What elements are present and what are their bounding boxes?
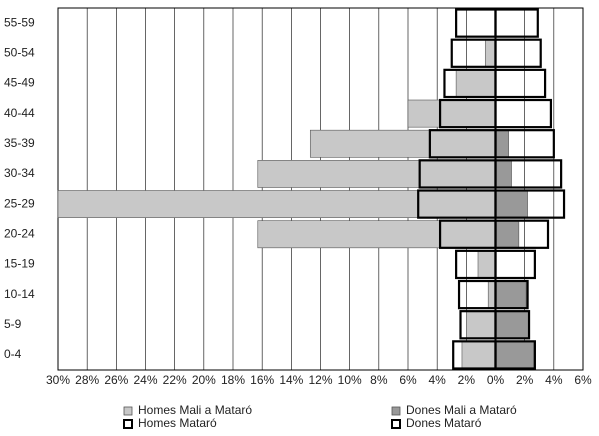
x-tick-label: 16%: [250, 373, 274, 387]
x-tick-label: 6%: [574, 373, 592, 387]
legend-label: Homes Mali a Mataró: [138, 403, 252, 417]
bar: [484, 39, 496, 68]
x-tick-label: 4%: [545, 373, 563, 387]
x-tick-label: 28%: [75, 373, 99, 387]
outline-bar: [494, 68, 547, 99]
x-tick-label: 24%: [133, 373, 157, 387]
y-tick-label: 5-9: [4, 317, 22, 331]
bar: [455, 69, 496, 98]
bar: [257, 160, 496, 188]
bar: [495, 160, 512, 188]
bar: [495, 310, 530, 339]
x-tick-label: 2%: [458, 373, 476, 387]
outline-bar: [494, 8, 539, 38]
y-tick-label: 55-59: [4, 15, 35, 29]
legend-label: Dones Mataró: [406, 416, 482, 430]
y-tick-label: 50-54: [4, 45, 35, 59]
bar: [407, 99, 496, 128]
bar: [477, 250, 496, 279]
x-tick-label: 22%: [163, 373, 187, 387]
bar: [495, 220, 520, 249]
y-tick-label: 15-19: [4, 257, 35, 271]
y-tick-label: 40-44: [4, 106, 35, 120]
bar: [57, 190, 496, 218]
outline-bar: [494, 249, 536, 280]
x-tick-label: 2%: [516, 373, 534, 387]
y-tick-label: 20-24: [4, 226, 35, 240]
legend-label: Dones Mali a Mataró: [406, 403, 517, 417]
legend-swatch: [123, 406, 133, 416]
legend-swatch: [123, 419, 133, 429]
x-tick-label: 12%: [308, 373, 332, 387]
y-tick-label: 25-29: [4, 196, 35, 210]
y-tick-label: 35-39: [4, 136, 35, 150]
x-tick-label: 18%: [221, 373, 245, 387]
bar: [495, 190, 528, 218]
legend-swatch: [391, 406, 401, 416]
x-tick-label: 20%: [192, 373, 216, 387]
y-tick-label: 0-4: [4, 347, 22, 361]
x-tick-label: 4%: [428, 373, 446, 387]
x-tick-label: 8%: [370, 373, 388, 387]
outline-bar: [494, 98, 553, 129]
outline-bar: [494, 38, 542, 68]
legend-swatch: [391, 419, 401, 429]
x-tick-label: 10%: [338, 373, 362, 387]
bar: [495, 341, 534, 369]
x-tick-label: 0%: [487, 373, 505, 387]
legend-label: Homes Mataró: [138, 416, 217, 430]
bar: [495, 280, 527, 309]
y-tick-label: 30-34: [4, 166, 35, 180]
x-tick-label: 6%: [399, 373, 417, 387]
x-tick-label: 26%: [104, 373, 128, 387]
y-tick-label: 10-14: [4, 287, 35, 301]
x-tick-label: 30%: [46, 373, 70, 387]
plot-frame: [57, 7, 584, 371]
bar: [309, 129, 496, 158]
bar: [495, 129, 509, 158]
y-tick-label: 45-49: [4, 76, 35, 90]
bar: [257, 220, 496, 249]
outline-bar: [455, 8, 497, 38]
bar: [461, 341, 496, 369]
x-tick-label: 14%: [279, 373, 303, 387]
bar: [466, 310, 496, 339]
